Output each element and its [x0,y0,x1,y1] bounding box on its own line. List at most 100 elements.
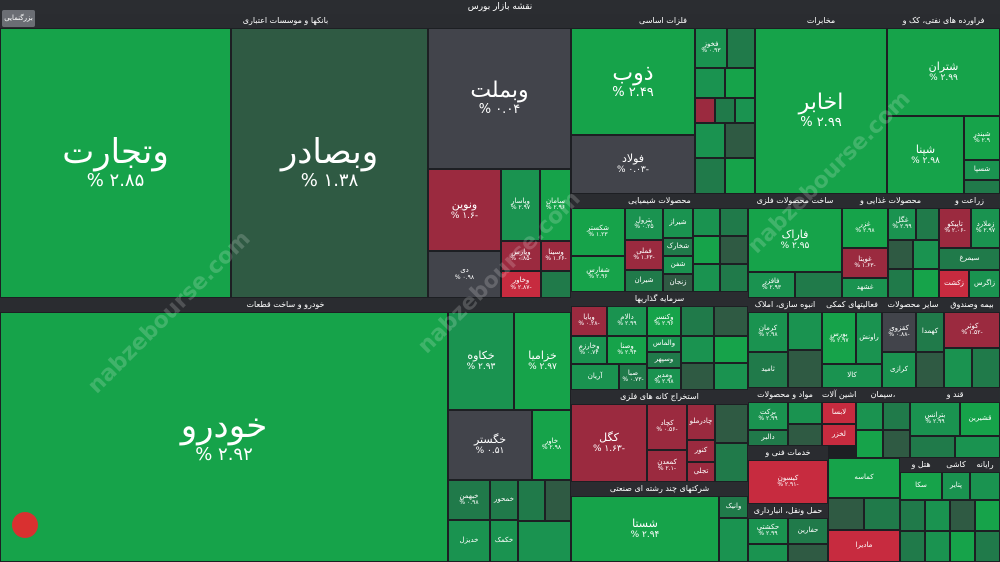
tile-shpna[interactable]: شپنا ۲.۹۸ % [887,116,964,194]
tile-small[interactable] [715,98,735,123]
tile-talisa[interactable]: تاپیکو -۲.۰۶ % [939,208,971,248]
tile-arian[interactable]: آریان [571,364,619,390]
tile-ghaz[interactable]: غزر ۲.۹۸ % [842,208,888,248]
tile-small[interactable] [693,208,720,236]
tile-small[interactable] [518,521,571,562]
tile-zob[interactable]: ذوب ۲.۴۹ % [571,28,695,135]
tile-kaghzi[interactable]: کقزوی -۰.۸۸ % [882,312,916,352]
tile-small[interactable] [788,402,822,424]
tile-shfan[interactable]: شفن [663,256,693,274]
tile-small[interactable] [714,363,748,390]
tile-small[interactable] [720,208,748,236]
tile-khakave[interactable]: خکاوه ۲.۹۳ % [448,312,514,410]
tile-ktaji[interactable]: تجلی [687,462,715,482]
tile-vbsader[interactable]: وبصادر ۱.۳۸ % [231,28,428,298]
tile-small[interactable] [916,352,944,388]
tile-small[interactable] [714,336,748,363]
tile-kala[interactable]: کالا [822,364,882,388]
tile-small[interactable] [735,98,755,123]
tile-small[interactable] [725,68,755,98]
tile-khbahman[interactable]: خبهمن ۰.۹۸ % [448,480,490,520]
tile-small[interactable] [720,264,748,292]
tile-foolad[interactable]: فولاد -۰.۰۳ % [571,135,695,194]
tile-simorgh[interactable]: سیمرغ [939,248,1000,270]
tile-small[interactable] [950,500,975,531]
tile-small[interactable] [695,123,725,158]
tile-small[interactable] [970,472,1000,500]
tile-small[interactable] [720,236,748,264]
tile-daroo[interactable]: دالبر [748,430,788,446]
tile-vanik[interactable]: وانیک [719,496,748,518]
tile-shatran[interactable]: شتران ۲.۹۹ % [887,28,1000,116]
tile-lkhazar[interactable]: لخزر [822,424,856,446]
tile-vsina2[interactable]: وصنا ۲.۹۴ % [607,336,647,364]
tile-small[interactable] [888,269,913,298]
tile-ravonsh[interactable]: راونش [856,312,882,364]
tile-small[interactable] [964,180,1000,194]
tile-small[interactable] [913,240,939,269]
tile-madira[interactable]: مادیرا [828,530,900,562]
tile-fajr[interactable]: فافزر ۲.۹۳ % [748,272,795,298]
tile-kowser[interactable]: کوثر -۱.۵۲ % [944,312,1000,348]
tile-ktoroq[interactable]: کنور [687,440,715,462]
tile-shgostar[interactable]: شکستر ۱.۲۳ % [571,208,625,256]
tile-small[interactable] [916,208,939,240]
tile-small[interactable] [681,306,714,336]
tile-zagros[interactable]: زاگرس [969,270,1000,298]
tile-khzamia[interactable]: خزامیا ۲.۹۷ % [514,312,571,410]
tile-small[interactable] [944,348,972,388]
tile-small[interactable] [864,498,900,530]
tile-small[interactable] [725,158,755,194]
tile-small[interactable] [975,500,1000,531]
tile-boors[interactable]: بورس ۲.۹۷ % [822,312,856,364]
tile-ptayer[interactable]: پتایر [942,472,970,500]
tile-small[interactable] [695,158,725,194]
tile-vmadir[interactable]: ومدیر ۲.۹۸ % [647,368,681,390]
tile-vbmellat[interactable]: وبملت ۰.۰۴ % [428,28,571,169]
tile-btrans[interactable]: بترانس ۲.۹۹ % [910,402,960,436]
tile-small[interactable] [888,240,913,269]
tile-small[interactable] [788,424,822,446]
tile-small[interactable] [883,402,910,430]
tile-ghegol[interactable]: غگل ۲.۹۹ % [888,208,916,240]
tile-small[interactable] [693,236,720,264]
tile-khkomak[interactable]: خکمک [490,520,518,562]
tile-small[interactable] [972,348,1000,388]
zoom-button[interactable]: بزرگنمایی [2,10,35,27]
tile-kaveh[interactable]: چادرملو [687,404,715,440]
tile-small[interactable] [975,531,1000,562]
tile-small[interactable] [719,518,748,562]
tile-small[interactable] [715,443,748,482]
tile-shamal[interactable]: فملی -۱.۶۳ % [625,240,663,270]
tile-vira[interactable]: ویایا -۰.۲۸ % [571,306,607,336]
tile-small[interactable] [788,350,822,388]
tile-barkat[interactable]: برکت ۲.۹۹ % [748,402,788,430]
tile-vsepah[interactable]: وسپهر [647,352,681,368]
tile-vdalm[interactable]: دالام ۲.۹۹ % [607,306,647,336]
tile-kerazi[interactable]: کرازی [882,352,916,388]
tile-kmaden[interactable]: کمعدن -۲.۱ % [647,450,687,482]
tile-vkansar[interactable]: وکنسر ۲.۹۶ % [647,306,681,336]
tile-gheshahd[interactable]: غشهد [842,278,888,298]
tile-small[interactable] [900,500,925,531]
tile-shbandar[interactable]: شبندر ۲.۹ % [964,116,1000,160]
tile-shiran[interactable]: شیران [625,270,663,292]
tile-small[interactable] [913,269,939,298]
tile-vkhavar[interactable]: وخاور -۲.۸۷ % [501,271,541,298]
tile-small[interactable] [681,336,714,363]
tile-small[interactable] [788,312,822,350]
tile-small[interactable] [695,68,725,98]
tile-shapna[interactable]: شیراز [663,208,693,238]
tile-hotelp[interactable]: سکا [900,472,942,500]
tile-small[interactable] [900,531,925,562]
tile-shsapa[interactable]: شسپا [964,160,1000,180]
tile-vparsi[interactable]: وپارس -۰.۸۵ % [501,241,541,271]
tile-small[interactable] [925,531,950,562]
tile-shkhark[interactable]: شخارک [663,238,693,256]
tile-shapars[interactable]: شفارس ۲.۹۶ % [571,256,625,292]
tile-vpasar[interactable]: وپاسار ۲.۹۷ % [501,169,540,241]
tile-small[interactable] [788,544,828,562]
tile-kerman[interactable]: کرمان ۲.۹۸ % [748,312,788,352]
tile-zmala[interactable]: زملارد ۲.۹۷ % [971,208,1000,248]
tile-small[interactable] [545,480,571,521]
